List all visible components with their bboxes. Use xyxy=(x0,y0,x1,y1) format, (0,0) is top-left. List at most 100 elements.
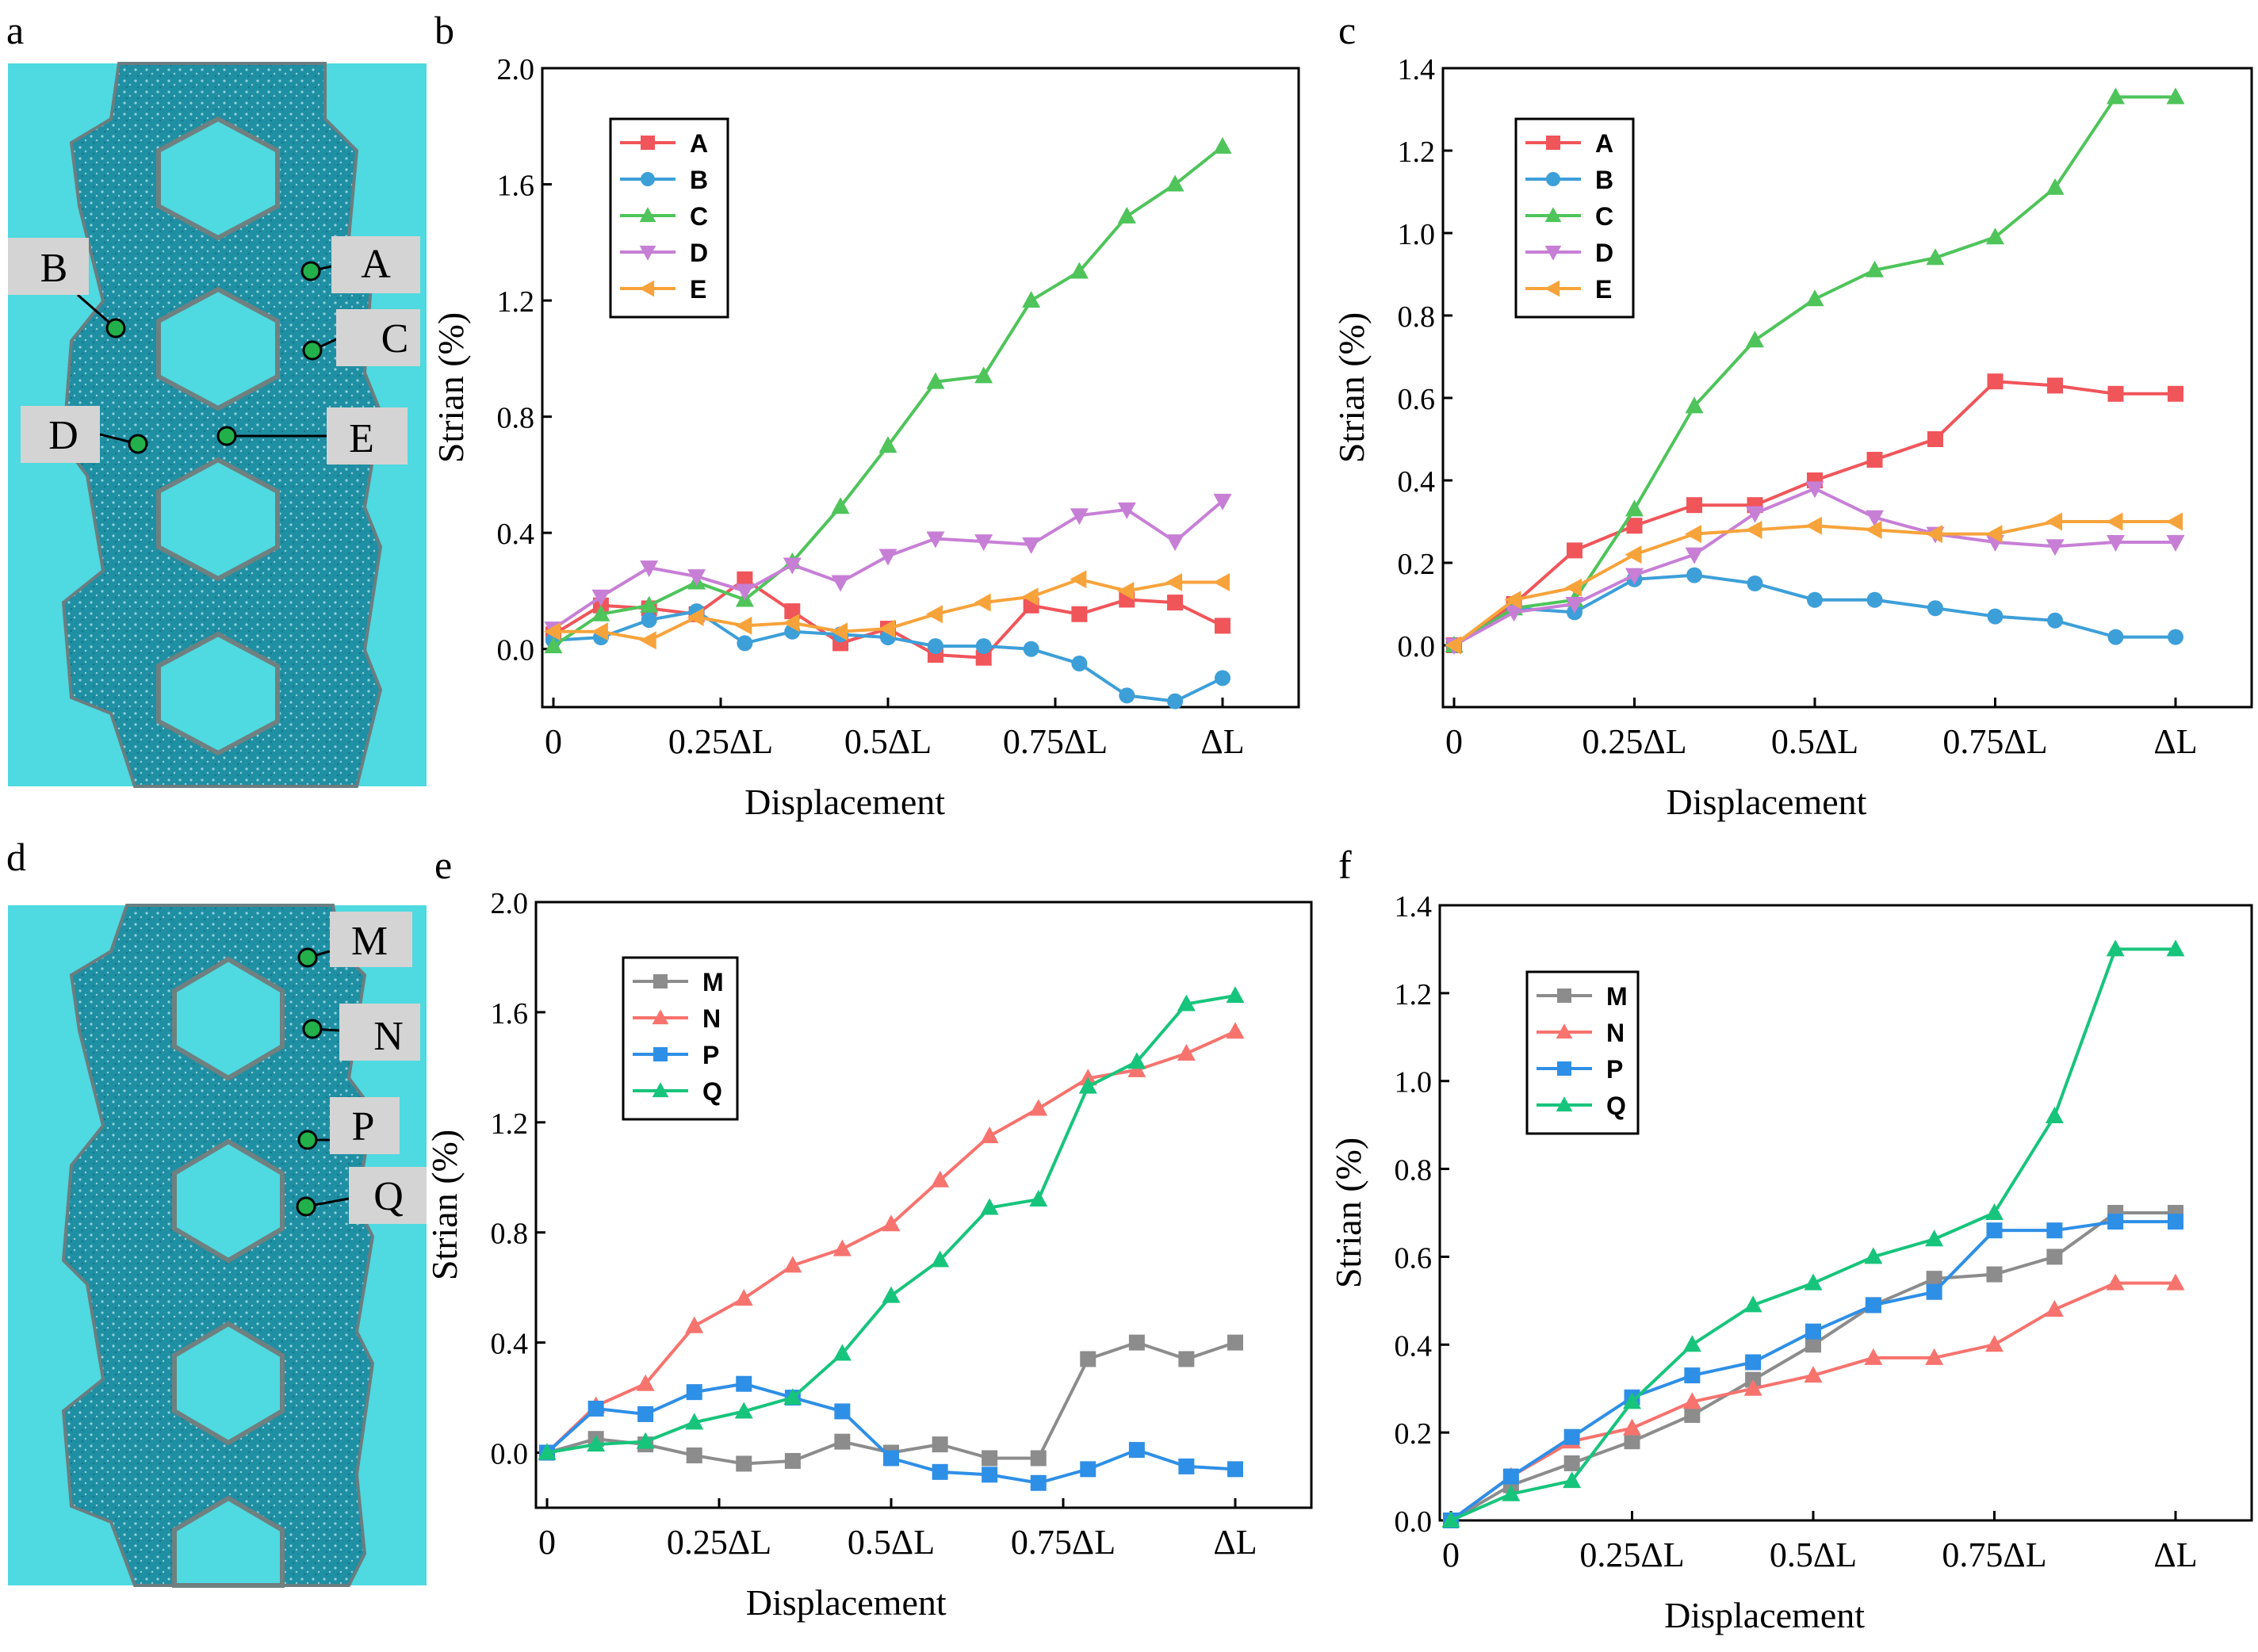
point-label-d: D xyxy=(48,413,78,458)
y-tick-label: 0.0 xyxy=(491,1438,529,1471)
data-point-M xyxy=(736,1455,752,1472)
data-point-A xyxy=(1626,518,1643,534)
data-point-E xyxy=(1117,581,1135,600)
panel-letter-c: c xyxy=(1338,8,1356,52)
data-point-N xyxy=(980,1126,999,1144)
data-point-C xyxy=(2106,87,2125,105)
y-tick-label: 0.8 xyxy=(1395,1154,1433,1187)
data-point-C xyxy=(1213,136,1232,154)
y-tick-label: 0.4 xyxy=(491,1328,529,1361)
series-P xyxy=(539,1375,1243,1491)
data-point-B xyxy=(1215,670,1230,686)
x-tick-label: 0.25ΔL xyxy=(668,722,773,761)
series-C xyxy=(544,136,1232,654)
data-point-N xyxy=(2045,1299,2064,1317)
chart-f: 0.0 0.2 0.4 0.6 0.8 1.0 1.2 1.4 0 0.25ΔL 0.5ΔL 0.75… xyxy=(1328,890,2253,1635)
y-tick-label: 1.2 xyxy=(497,285,535,319)
x-tick-label: 0.75ΔL xyxy=(1942,1535,2046,1574)
series-D xyxy=(544,493,1232,639)
data-point-P xyxy=(1684,1367,1701,1384)
legend-marker-P xyxy=(653,1047,668,1061)
data-point-C xyxy=(640,595,659,613)
x-axis-label: Displacement xyxy=(1664,1595,1865,1635)
data-point-Q xyxy=(931,1250,950,1268)
x-tick-label: 0.75ΔL xyxy=(1003,722,1108,761)
specimen-top-markers: A B C D E xyxy=(8,236,420,465)
x-tick-label: 0 xyxy=(1442,1535,1460,1574)
point-marker-p xyxy=(297,1130,318,1150)
data-point-E xyxy=(783,614,800,633)
data-point-D xyxy=(2106,535,2125,552)
y-tick-label: 0.4 xyxy=(1398,465,1436,499)
data-point-Q xyxy=(734,1402,753,1419)
y-tick-label: 0.0 xyxy=(1395,1505,1433,1539)
data-point-D xyxy=(1117,502,1136,519)
legend-label-P: P xyxy=(702,1041,719,1069)
data-point-D xyxy=(974,534,993,552)
data-point-B xyxy=(641,612,657,629)
data-point-B xyxy=(1807,591,1823,608)
chart-b: 0.0 0.4 0.8 1.2 1.6 2.0 0 0.25ΔL 0.5ΔL 0.75ΔL ΔL Di… xyxy=(431,53,1300,822)
data-point-D xyxy=(1625,568,1644,585)
y-tick-label: 0.8 xyxy=(497,402,535,435)
y-tick-label: 0.6 xyxy=(1395,1241,1433,1275)
series-Q xyxy=(538,986,1245,1460)
data-point-Q xyxy=(1563,1471,1582,1489)
data-point-B xyxy=(1167,693,1184,709)
plot-frame xyxy=(534,901,1313,1509)
data-point-P xyxy=(2107,1214,2124,1230)
data-point-B xyxy=(975,638,992,655)
data-point-Q xyxy=(538,1443,557,1460)
data-point-C xyxy=(878,436,897,453)
data-point-N xyxy=(1804,1366,1823,1383)
data-point-A xyxy=(975,649,992,666)
series-Q xyxy=(1441,939,2185,1528)
x-axis-label: Displacement xyxy=(746,1582,947,1623)
legend-label-E: E xyxy=(1595,275,1612,304)
data-point-P xyxy=(1986,1222,2003,1239)
data-point-E xyxy=(591,622,608,641)
data-point-M xyxy=(784,1452,801,1469)
data-point-M xyxy=(932,1436,948,1453)
data-point-E xyxy=(1985,525,2003,544)
data-point-M xyxy=(1926,1271,1942,1287)
data-point-D xyxy=(783,557,802,575)
data-point-D xyxy=(1866,510,1885,527)
data-point-C xyxy=(1866,260,1885,277)
data-point-N xyxy=(636,1374,655,1391)
y-tick-label: 2.0 xyxy=(491,887,529,920)
data-point-N xyxy=(1623,1418,1641,1436)
x-tick-label: 0.5ΔL xyxy=(1771,722,1858,761)
data-point-E xyxy=(1504,591,1521,610)
data-point-C xyxy=(1745,331,1764,348)
data-point-N xyxy=(734,1289,753,1306)
x-tick-label: 0.25ΔL xyxy=(667,1523,771,1562)
legend-marker-B xyxy=(641,172,655,186)
y-tick-label: 0.2 xyxy=(1398,548,1436,581)
legend-box xyxy=(1514,117,1635,319)
plot-frame xyxy=(541,67,1300,709)
x-tick-label: 0.5ΔL xyxy=(1770,1535,1857,1574)
series-N xyxy=(1441,1273,2185,1528)
data-point-B xyxy=(1071,656,1088,672)
point-label-e: E xyxy=(349,416,374,461)
data-point-N xyxy=(1864,1348,1883,1365)
data-point-D xyxy=(1685,547,1704,564)
data-point-E xyxy=(1213,572,1230,591)
data-point-N xyxy=(1985,1335,2003,1352)
data-point-B xyxy=(2168,629,2183,645)
series-line-P xyxy=(545,1382,1236,1485)
y-tick-label: 1.2 xyxy=(1398,136,1436,169)
point-label-b: B xyxy=(40,246,68,291)
x-axis-label: Displacement xyxy=(1667,782,1867,822)
point-marker-c xyxy=(302,340,323,361)
data-point-P xyxy=(834,1403,851,1420)
data-point-Q xyxy=(1925,1229,1944,1247)
y-axis-label: Strian (%) xyxy=(1328,1138,1368,1288)
y-tick-label: 1.4 xyxy=(1395,890,1433,924)
plot-frame xyxy=(1438,904,2253,1522)
data-point-A xyxy=(737,571,753,587)
legend-marker-A xyxy=(641,136,655,150)
data-point-M xyxy=(1178,1351,1195,1367)
